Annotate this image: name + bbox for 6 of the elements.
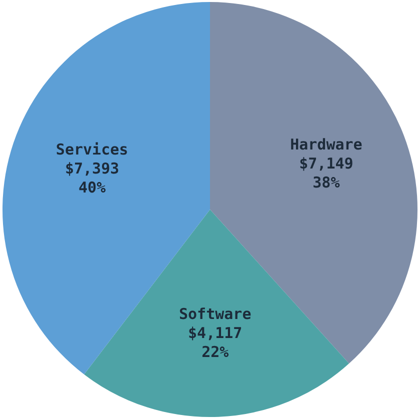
slice-label: Services [56, 140, 128, 159]
slice-label: Software [178, 304, 252, 323]
data-label: $7,149 38% [299, 154, 354, 192]
data-label: $7,393 40% [64, 160, 120, 197]
data-label: $4,117 22% [188, 324, 242, 361]
slice-label: Hardware [290, 136, 362, 154]
